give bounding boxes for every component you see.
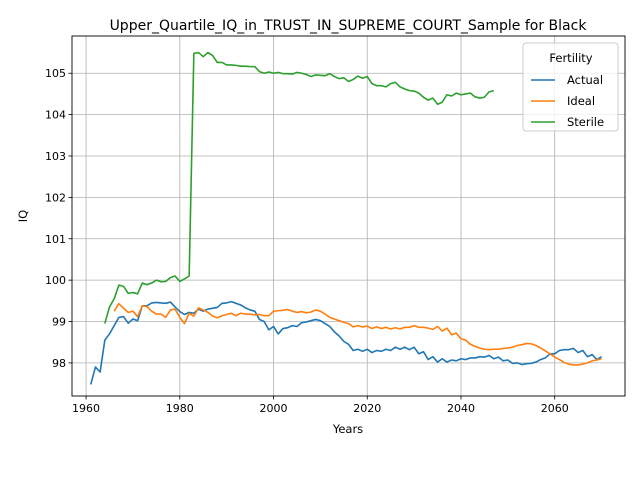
legend-entries: Actual Ideal Sterile bbox=[531, 73, 604, 129]
x-tick-label: 2040 bbox=[447, 402, 475, 415]
y-tick-label: 105 bbox=[45, 67, 66, 80]
y-axis-ticks: 98 99 100 101 102 103 104 105 bbox=[45, 67, 72, 370]
legend-box bbox=[522, 42, 619, 132]
x-tick-label: 1980 bbox=[166, 402, 194, 415]
y-tick-label: 103 bbox=[45, 150, 66, 163]
y-tick-label: 104 bbox=[45, 109, 66, 122]
y-tick-label: 102 bbox=[45, 191, 66, 204]
x-axis-label: Years bbox=[332, 422, 363, 436]
series-line-sterile bbox=[104, 51, 494, 324]
x-axis-ticks: 1960 1980 2000 2020 2040 2060 bbox=[72, 396, 569, 415]
legend-title: Fertility bbox=[549, 51, 592, 65]
x-tick-label: 2020 bbox=[353, 402, 381, 415]
series-lines bbox=[89, 51, 602, 385]
x-tick-label: 2060 bbox=[541, 402, 569, 415]
y-tick-label: 101 bbox=[45, 233, 66, 246]
series-line-actual bbox=[89, 300, 602, 385]
grid bbox=[72, 36, 625, 396]
legend-label-actual: Actual bbox=[567, 73, 603, 87]
plot-frame bbox=[71, 35, 626, 397]
y-tick-label: 99 bbox=[52, 316, 66, 329]
y-axis-label: IQ bbox=[16, 210, 30, 222]
legend-label-ideal: Ideal bbox=[567, 94, 595, 108]
legend-label-sterile: Sterile bbox=[567, 115, 604, 129]
y-tick-label: 100 bbox=[45, 274, 66, 287]
x-tick-label: 2000 bbox=[260, 402, 288, 415]
chart-title: Upper_Quartile_IQ_in_TRUST_IN_SUPREME_CO… bbox=[110, 18, 588, 34]
series-line-ideal bbox=[113, 302, 602, 366]
y-tick-label: 98 bbox=[52, 357, 66, 370]
legend: Fertility Actual Ideal Sterile bbox=[522, 42, 619, 132]
x-tick-label: 1960 bbox=[72, 402, 100, 415]
